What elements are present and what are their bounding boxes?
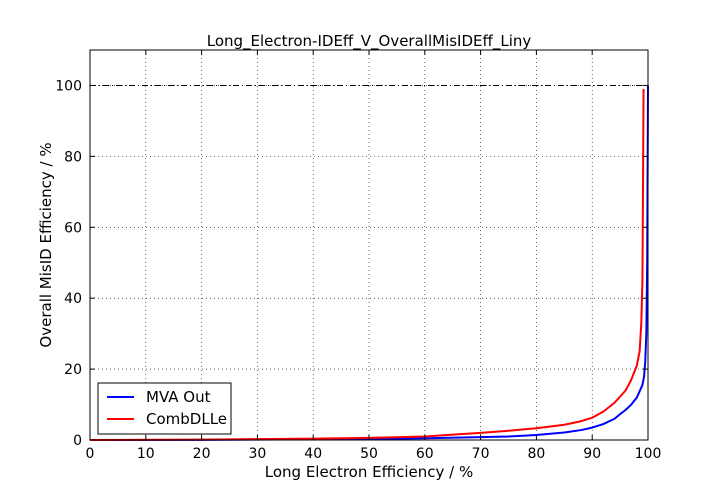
x-tick-label: 80 [527, 446, 545, 462]
y-axis-label: Overall MisID Efficiency / % [37, 142, 55, 347]
x-tick-label: 70 [472, 446, 490, 462]
y-tick-label: 80 [64, 149, 82, 165]
series-line-mva-out [89, 85, 649, 441]
chart-title: Long_Electron-IDEff_V_OverallMisIDEff_Li… [207, 32, 532, 51]
x-tick-label: 30 [248, 446, 266, 462]
x-axis-label: Long Electron Efficiency / % [265, 463, 473, 481]
x-tick-label: 90 [583, 446, 601, 462]
x-tick-label: 60 [416, 446, 434, 462]
y-tick-label: 100 [55, 78, 82, 94]
y-tick-label: 0 [73, 433, 82, 449]
x-tick-label: 20 [193, 446, 211, 462]
x-tick-label: 40 [304, 446, 322, 462]
legend-box [97, 382, 232, 435]
legend-label-combdlle: CombDLLe [146, 410, 227, 428]
series-layer [89, 85, 649, 441]
x-tick-label: 50 [360, 446, 378, 462]
y-tick-label: 40 [64, 291, 82, 307]
x-tick-label: 0 [86, 446, 95, 462]
legend-label-mva-out: MVA Out [146, 388, 211, 406]
x-tick-label: 100 [635, 446, 662, 462]
ticks: 0 10 20 30 40 50 60 70 80 90 100 0 20 40 60 80 100 [55, 50, 661, 462]
x-tick-label: 10 [137, 446, 155, 462]
legend: MVA Out CombDLLe [97, 382, 232, 435]
y-tick-label: 60 [64, 220, 82, 236]
series-line-combdlle [89, 88, 645, 441]
y-tick-label: 20 [64, 362, 82, 378]
